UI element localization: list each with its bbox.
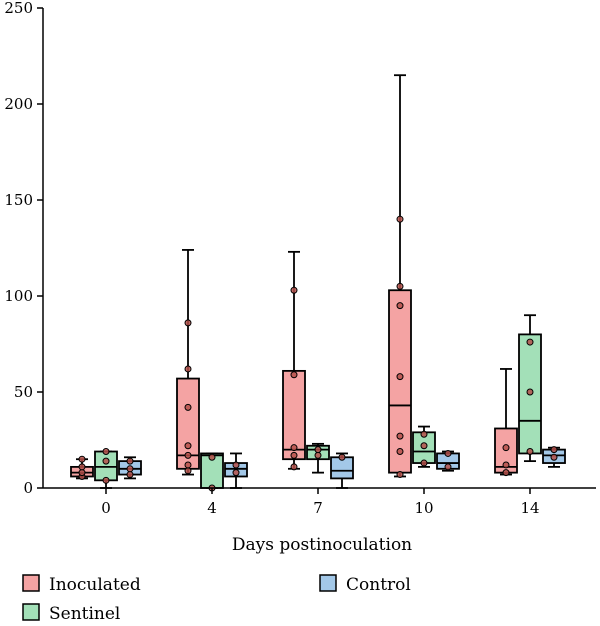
- data-point: [102, 457, 110, 465]
- box-body: [388, 289, 412, 474]
- data-point: [420, 442, 428, 450]
- y-tick-label: 0: [23, 479, 33, 497]
- data-point: [396, 471, 404, 479]
- x-axis-title: Days postinoculation: [232, 535, 412, 555]
- data-point: [290, 371, 298, 379]
- data-point: [126, 465, 134, 473]
- legend-label: Inoculated: [49, 575, 141, 595]
- plot-area: [70, 74, 566, 492]
- legend-label: Control: [346, 575, 411, 595]
- data-point: [444, 463, 452, 471]
- data-point: [102, 448, 110, 456]
- x-tick-label: 14: [520, 499, 539, 517]
- x-tick-label: 7: [313, 499, 323, 517]
- box-inoculated-7: [282, 250, 306, 471]
- data-point: [502, 444, 510, 452]
- x-tick-label: 4: [207, 499, 217, 517]
- box-control-10: [436, 449, 460, 472]
- data-point: [526, 388, 534, 396]
- legend: Inoculated Sentinel Control: [22, 574, 411, 624]
- legend-item-sentinel: Sentinel: [22, 603, 120, 624]
- data-point: [526, 338, 534, 346]
- data-point: [314, 446, 322, 454]
- box-inoculated-10: [388, 74, 412, 479]
- y-tick-label: 150: [4, 191, 33, 209]
- data-point: [396, 448, 404, 456]
- legend-swatch: [22, 574, 40, 592]
- data-point: [502, 469, 510, 477]
- data-point: [526, 448, 534, 456]
- box-inoculated-14: [494, 368, 518, 477]
- data-point: [420, 430, 428, 438]
- data-point: [290, 286, 298, 294]
- y-tick-label: 250: [4, 0, 33, 17]
- data-point: [78, 455, 86, 463]
- data-point: [184, 451, 192, 459]
- y-tick-label: 50: [14, 383, 33, 401]
- box-body: [282, 369, 306, 461]
- data-point: [396, 432, 404, 440]
- legend-item-control: Control: [319, 574, 411, 595]
- data-point: [502, 461, 510, 469]
- data-point: [184, 319, 192, 327]
- data-point: [290, 451, 298, 459]
- data-point: [550, 453, 558, 461]
- box-inoculated-0: [70, 455, 94, 480]
- box-control-7: [330, 452, 354, 489]
- data-point: [78, 469, 86, 477]
- box-control-14: [542, 446, 566, 468]
- y-tick-label: 200: [4, 95, 33, 113]
- data-point: [102, 476, 110, 484]
- legend-label: Sentinel: [49, 604, 120, 624]
- box-inoculated-4: [176, 249, 200, 476]
- box-sentinel-4: [200, 452, 224, 492]
- data-point: [232, 461, 240, 469]
- data-point: [444, 449, 452, 457]
- box-control-4: [224, 452, 248, 489]
- axes: 0 50 100 150 200 250 0 4 7 10 14: [4, 0, 596, 517]
- data-point: [184, 403, 192, 411]
- x-tick-label: 10: [414, 499, 433, 517]
- data-point: [232, 469, 240, 477]
- legend-swatch: [319, 574, 337, 592]
- legend-swatch: [22, 603, 40, 621]
- data-point: [290, 444, 298, 452]
- data-point: [550, 446, 558, 454]
- box-sentinel-14: [518, 314, 542, 463]
- box-body: [94, 450, 118, 482]
- legend-item-inoculated: Inoculated: [22, 574, 141, 595]
- data-point: [396, 215, 404, 223]
- data-point: [184, 365, 192, 373]
- data-point: [396, 302, 404, 310]
- data-point: [184, 461, 192, 469]
- data-point: [78, 463, 86, 471]
- data-point: [126, 457, 134, 465]
- data-point: [314, 451, 322, 459]
- data-point: [396, 282, 404, 290]
- box-sentinel-10: [412, 425, 436, 468]
- box-sentinel-7: [306, 442, 330, 474]
- y-tick-label: 100: [4, 287, 33, 305]
- data-point: [184, 442, 192, 450]
- data-point: [290, 463, 298, 471]
- data-point: [126, 471, 134, 479]
- data-point: [338, 453, 346, 461]
- x-tick-label: 0: [101, 499, 111, 517]
- data-point: [184, 467, 192, 475]
- data-point: [396, 373, 404, 381]
- box-control-0: [118, 456, 142, 480]
- box-sentinel-0: [94, 448, 118, 489]
- data-point: [208, 453, 216, 461]
- data-point: [420, 459, 428, 467]
